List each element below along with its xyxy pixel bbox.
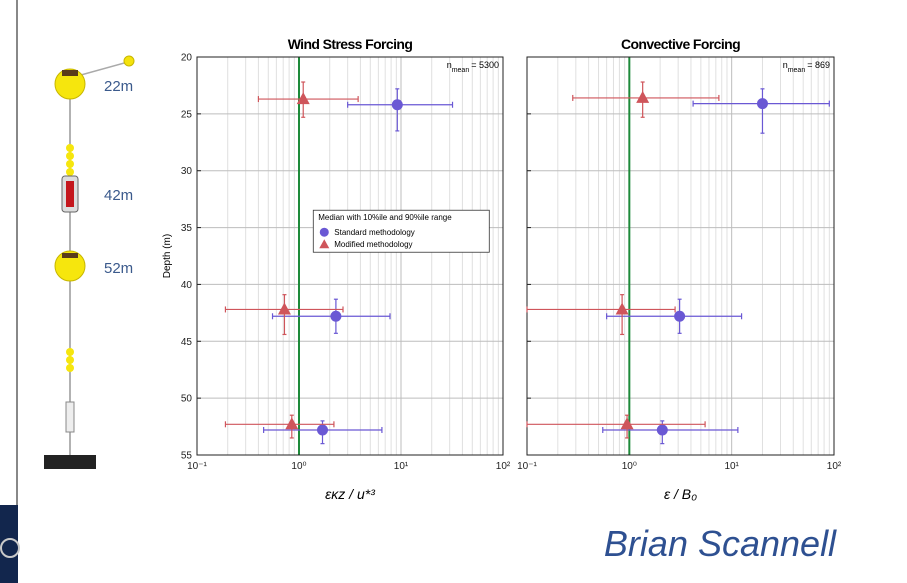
y-tick-label: 40 [181,280,193,291]
annotation-subscript: mean [452,67,470,74]
marker-triangle [285,417,299,430]
small-float [66,144,74,152]
y-tick-label: 50 [181,394,193,405]
legend-marker [319,239,330,249]
annotation-value: = 869 [807,60,830,70]
legend-marker [319,227,329,237]
legend-title: Median with 10%ile and 90%ile range [318,213,452,222]
legend-label: Standard methodology [334,228,415,237]
annotation-subscript: mean [788,67,806,74]
y-tick-label: 35 [181,223,193,234]
marker-circle [674,310,686,322]
y-axis-label: Depth (m) [162,234,173,278]
plot-area [197,57,503,455]
plot-frame [196,56,504,456]
annotation: nmean= 5300 [447,60,499,74]
annotation-symbol: n [447,60,452,70]
corner-band [0,505,18,583]
x-tick-label: 10⁰ [622,461,637,472]
y-tick-label: 30 [181,166,193,177]
y-tick-label: 55 [181,451,193,462]
plot-area [527,57,834,455]
instrument-core [66,181,74,207]
marker-circle [330,310,342,322]
x-tick-label: 10⁻¹ [517,461,537,472]
small-float [66,152,74,160]
depth-label: 22m [104,78,133,95]
release [65,401,75,433]
depth-label: 52m [104,260,133,277]
marker-triangle [615,302,629,315]
x-tick-label: 10¹ [724,461,739,472]
legend-label: Modified methodology [334,240,412,249]
surface-float [123,55,135,67]
float-22m [54,68,86,100]
small-float [66,356,74,364]
annotation: nmean= 869 [783,60,830,74]
marker-circle [391,99,403,111]
mooring-diagram: 22m 42m 52m [44,55,135,469]
x-tick-label: 10¹ [394,461,409,472]
marker-circle [317,424,329,436]
x-tick-label: 10² [496,461,511,472]
small-float [66,160,74,168]
chart-title: Wind Stress Forcing [288,36,413,52]
anchor [44,455,96,469]
chart: 10⁻¹ 10⁰ 10¹ 10² Convective Forcing ε / B₀ nme… [517,36,842,502]
annotation-symbol: n [783,60,788,70]
legend: Median with 10%ile and 90%ile range Stand… [312,209,490,253]
marker-circle [756,98,768,110]
x-axis-label: εκz / u*³ [325,486,375,502]
small-float [66,364,74,372]
chart: 10⁻¹ 10⁰ 10¹ 10² 20 25 30 35 40 45 50 55 Wind Stress… [162,36,511,502]
float-52m [54,250,86,282]
marker-triangle [277,302,291,315]
x-tick-label: 10⁰ [291,461,306,472]
plot-frame [526,56,835,456]
instrument [62,253,78,258]
small-float [66,168,74,176]
chart-title: Convective Forcing [621,36,740,52]
y-tick-label: 20 [181,53,193,64]
annotation-value: = 5300 [471,60,499,70]
small-float [66,348,74,356]
legend-box [312,209,490,253]
x-tick-label: 10² [827,461,842,472]
depth-label: 42m [104,187,133,204]
marker-circle [656,424,668,436]
marker-triangle [620,417,634,430]
corner-logo [0,538,20,558]
x-tick-label: 10⁻¹ [187,461,207,472]
instrument [62,70,78,76]
y-tick-label: 45 [181,337,193,348]
marker-triangle [636,90,650,103]
author: Brian Scannell [604,523,837,564]
x-axis-label: ε / B₀ [664,486,697,502]
marker-triangle [296,92,310,105]
y-tick-label: 25 [181,109,193,120]
